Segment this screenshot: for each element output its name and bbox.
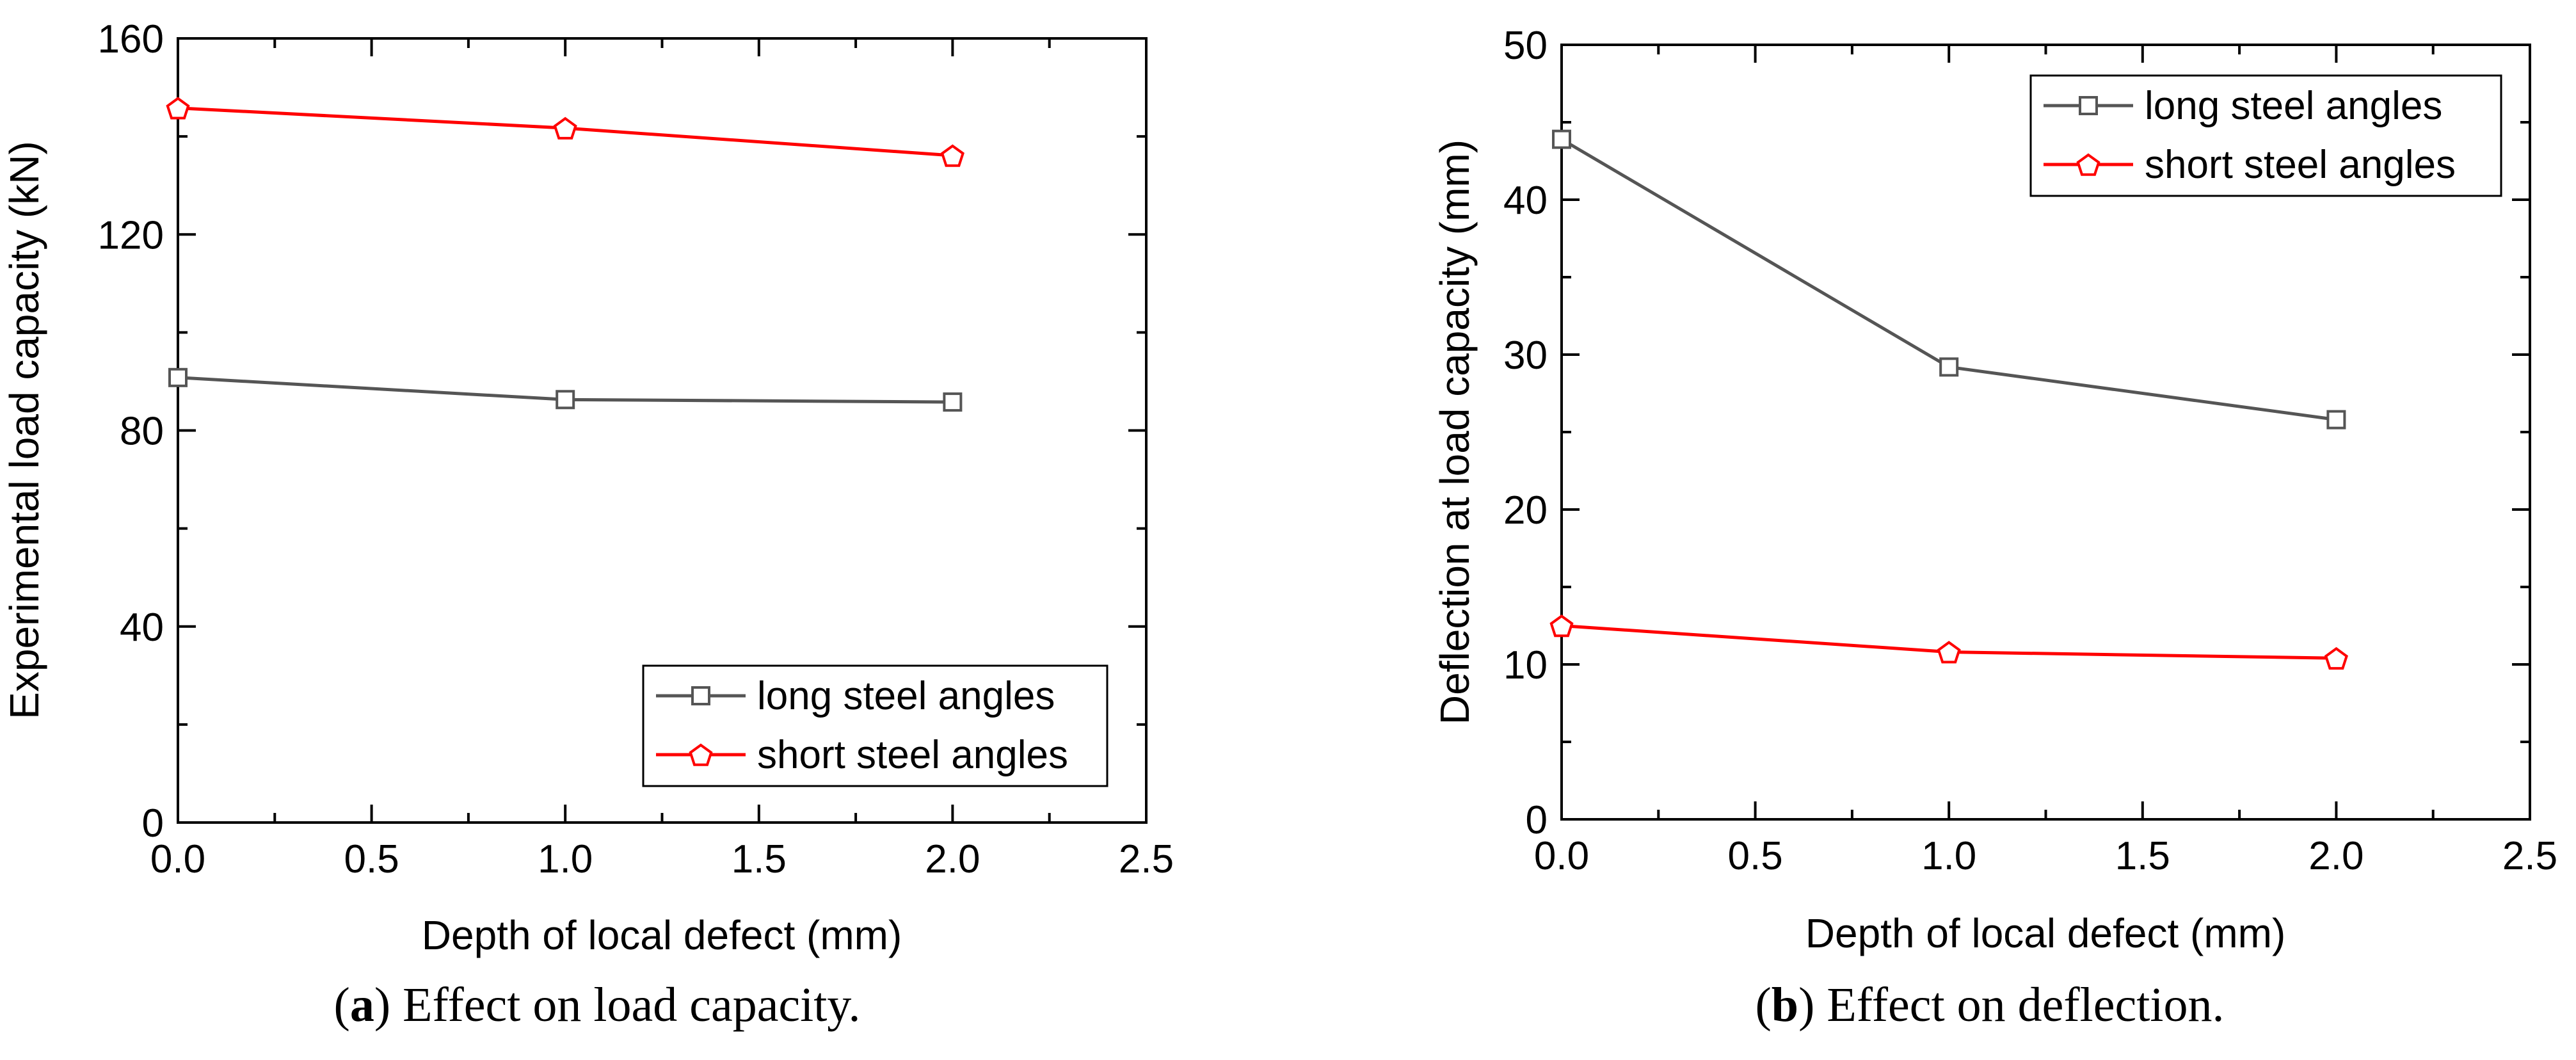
legend-marker <box>2079 96 2098 115</box>
y-tick-label: 10 <box>1503 643 1548 687</box>
y-tick-label: 30 <box>1503 333 1548 378</box>
y-tick-label: 80 <box>120 410 164 454</box>
legend-box <box>642 664 1108 787</box>
x-tick-label: 2.0 <box>925 837 980 881</box>
figure-caption: (a) Effect on load capacity. <box>334 978 861 1032</box>
legend-label: short steel angles <box>2145 143 2456 187</box>
data-point <box>166 97 190 120</box>
x-tick-label: 0.0 <box>1534 834 1589 878</box>
x-tick-label: 0.5 <box>1727 834 1782 878</box>
data-point <box>553 116 577 140</box>
legend-marker <box>2076 153 2100 176</box>
x-tick-label: 2.0 <box>2308 834 2364 878</box>
data-point <box>1939 357 1959 377</box>
data-point <box>556 390 575 410</box>
x-tick-label: 1.0 <box>538 837 593 881</box>
data-point <box>940 144 964 167</box>
y-tick-label: 40 <box>120 606 164 650</box>
legend: long steel angles short steel angles <box>2029 74 2502 197</box>
legend: long steel angles short steel angles <box>642 664 1108 787</box>
data-point <box>1552 129 1571 149</box>
legend-label: short steel angles <box>757 733 1068 777</box>
y-tick-label: 0 <box>142 801 164 846</box>
legend-marker <box>691 686 710 705</box>
y-tick-label: 50 <box>1503 24 1548 68</box>
x-axis-title: Depth of local defect (mm) <box>422 912 902 958</box>
series-short <box>1549 614 2348 670</box>
x-axis-title: Depth of local defect (mm) <box>1805 910 2286 956</box>
legend-box <box>2029 74 2502 197</box>
y-axis-title: Deflection at load capacity (mm) <box>1432 140 1478 725</box>
data-point <box>1937 641 1961 664</box>
x-tick-label: 2.5 <box>2502 834 2557 878</box>
y-axis-title: Experimental load capacity (kN) <box>1 141 47 719</box>
data-point <box>168 367 188 387</box>
x-tick-label: 1.5 <box>2115 834 2170 878</box>
x-tick-label: 1.5 <box>732 837 787 881</box>
chart-a: 0.0 0.5 1.0 1.5 2.0 2.5 0 40 80 120 160 long steel … <box>1 17 1174 1032</box>
y-tick-label: 160 <box>98 17 164 61</box>
legend-label: long steel angles <box>2145 84 2442 128</box>
chart-b: 0.0 0.5 1.0 1.5 2.0 2.5 0 10 20 30 40 50 long steel … <box>1432 24 2557 1032</box>
x-tick-label: 0.0 <box>150 837 205 881</box>
legend-label: long steel angles <box>757 674 1055 718</box>
series-long <box>1552 129 2346 430</box>
series-long <box>168 367 963 412</box>
legend-marker <box>689 743 713 766</box>
x-tick-label: 0.5 <box>344 837 399 881</box>
x-tick-label: 2.5 <box>1119 837 1174 881</box>
series-short <box>166 97 964 167</box>
y-tick-label: 0 <box>1526 798 1548 842</box>
y-tick-label: 40 <box>1503 179 1548 223</box>
figure-caption: (b) Effect on deflection. <box>1755 978 2224 1032</box>
data-point <box>2324 646 2348 670</box>
x-tick-label: 1.0 <box>1921 834 1976 878</box>
y-tick-label: 120 <box>98 213 164 257</box>
data-point <box>2326 410 2346 430</box>
data-point <box>1549 614 1574 638</box>
y-tick-label: 20 <box>1503 488 1548 533</box>
data-point <box>943 392 963 412</box>
